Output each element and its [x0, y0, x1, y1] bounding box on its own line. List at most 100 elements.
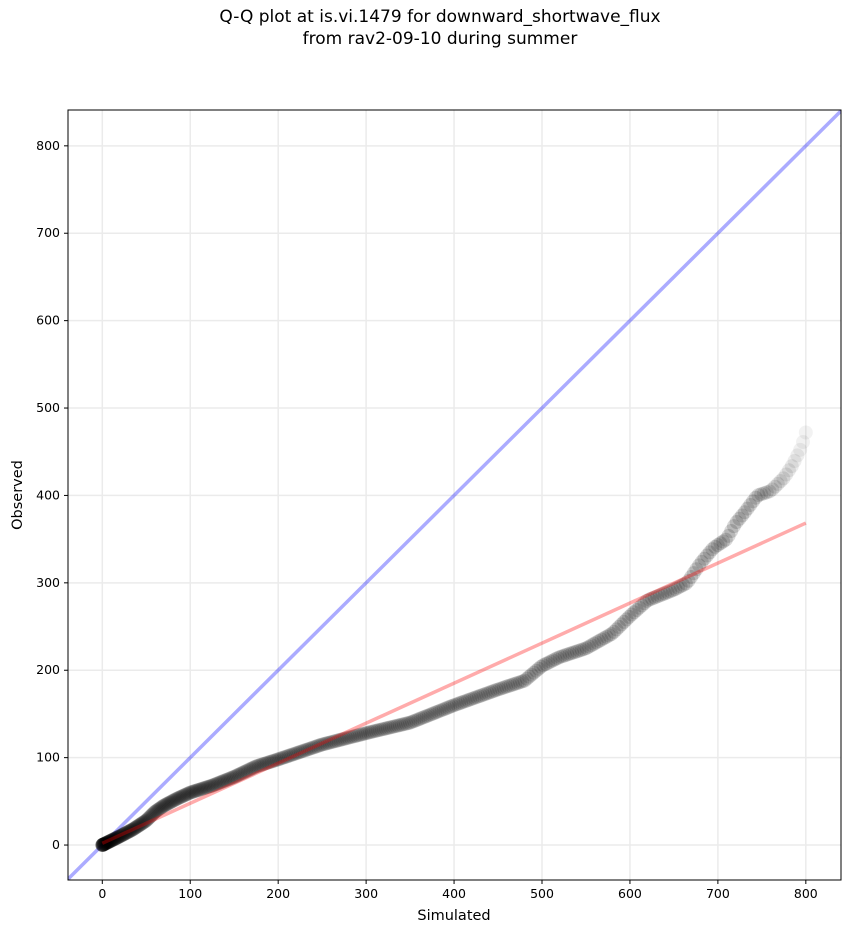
- data-point: [740, 501, 755, 516]
- data-point: [445, 698, 460, 713]
- data-point: [103, 834, 118, 849]
- data-point: [163, 795, 178, 810]
- data-point: [155, 799, 170, 814]
- data-point: [347, 729, 362, 744]
- data-point: [99, 835, 114, 850]
- data-point: [380, 721, 395, 736]
- data-point: [503, 678, 518, 693]
- data-point: [121, 824, 136, 839]
- data-point: [460, 693, 475, 708]
- data-point: [360, 725, 375, 740]
- data-point: [702, 545, 717, 560]
- data-point: [526, 665, 541, 680]
- data-point: [138, 813, 153, 828]
- data-point: [748, 490, 763, 505]
- data-point: [239, 764, 254, 779]
- data-point: [452, 696, 467, 711]
- data-point: [555, 649, 570, 664]
- data-point: [536, 658, 551, 673]
- data-point: [426, 706, 441, 721]
- data-point: [567, 645, 582, 660]
- data-point: [190, 783, 205, 798]
- chart-title: Q-Q plot at is.vi.1479 for downward_shor…: [0, 6, 851, 50]
- data-point: [222, 771, 237, 786]
- data-point: [550, 651, 565, 666]
- data-point: [604, 627, 619, 642]
- data-point: [770, 476, 785, 491]
- data-point: [574, 642, 589, 657]
- data-point: [565, 645, 580, 660]
- data-point: [243, 761, 258, 776]
- data-point: [647, 590, 662, 605]
- data-point: [519, 671, 534, 686]
- data-point: [115, 827, 130, 842]
- data-point: [796, 435, 811, 450]
- y-tick-label: 800: [36, 138, 60, 153]
- data-point: [726, 519, 741, 534]
- data-point: [123, 823, 138, 838]
- data-point: [611, 619, 626, 634]
- data-point: [378, 721, 393, 736]
- data-point: [622, 609, 637, 624]
- data-point: [313, 738, 328, 753]
- data-point: [589, 635, 604, 650]
- data-point: [382, 720, 397, 735]
- data-point: [112, 829, 127, 844]
- data-point: [737, 505, 752, 520]
- data-point: [183, 785, 198, 800]
- data-point: [173, 790, 188, 805]
- data-point: [560, 647, 575, 662]
- data-point: [113, 829, 128, 844]
- data-point: [131, 818, 146, 833]
- data-point: [172, 790, 187, 805]
- data-point: [96, 837, 111, 852]
- data-point: [179, 787, 194, 802]
- data-point: [436, 702, 451, 717]
- data-point: [97, 836, 112, 851]
- data-point: [168, 792, 183, 807]
- data-point: [415, 710, 430, 725]
- data-point: [349, 728, 364, 743]
- data-point: [335, 732, 350, 747]
- data-point: [102, 834, 117, 849]
- data-point: [315, 737, 330, 752]
- data-point: [175, 789, 190, 804]
- data-point: [681, 573, 696, 588]
- data-point: [411, 712, 426, 727]
- data-point: [370, 723, 385, 738]
- one-to-one-line: [68, 110, 841, 880]
- data-point: [161, 796, 176, 811]
- data-point: [624, 607, 639, 622]
- data-point: [759, 485, 774, 500]
- data-point: [487, 683, 502, 698]
- data-point: [670, 580, 685, 595]
- data-point: [95, 837, 110, 852]
- data-point: [132, 817, 147, 832]
- data-point: [428, 705, 443, 720]
- data-point: [765, 482, 780, 497]
- data-point: [386, 719, 401, 734]
- data-point: [421, 708, 436, 723]
- data-point: [134, 816, 149, 831]
- data-point: [101, 835, 116, 850]
- data-point: [787, 453, 802, 468]
- data-point: [320, 736, 335, 751]
- data-point: [237, 764, 252, 779]
- data-point: [167, 793, 182, 808]
- y-axis-label: Observed: [10, 460, 26, 530]
- data-point: [779, 467, 794, 482]
- data-point: [256, 756, 271, 771]
- data-point: [286, 747, 301, 762]
- data-point: [676, 577, 691, 592]
- data-point: [145, 806, 160, 821]
- data-point: [781, 463, 796, 478]
- data-point: [274, 751, 289, 766]
- data-point: [398, 716, 413, 731]
- data-point: [798, 425, 813, 440]
- data-point: [480, 686, 495, 701]
- data-point: [328, 734, 343, 749]
- data-point: [194, 782, 209, 797]
- data-point: [710, 538, 725, 553]
- data-point: [756, 486, 771, 501]
